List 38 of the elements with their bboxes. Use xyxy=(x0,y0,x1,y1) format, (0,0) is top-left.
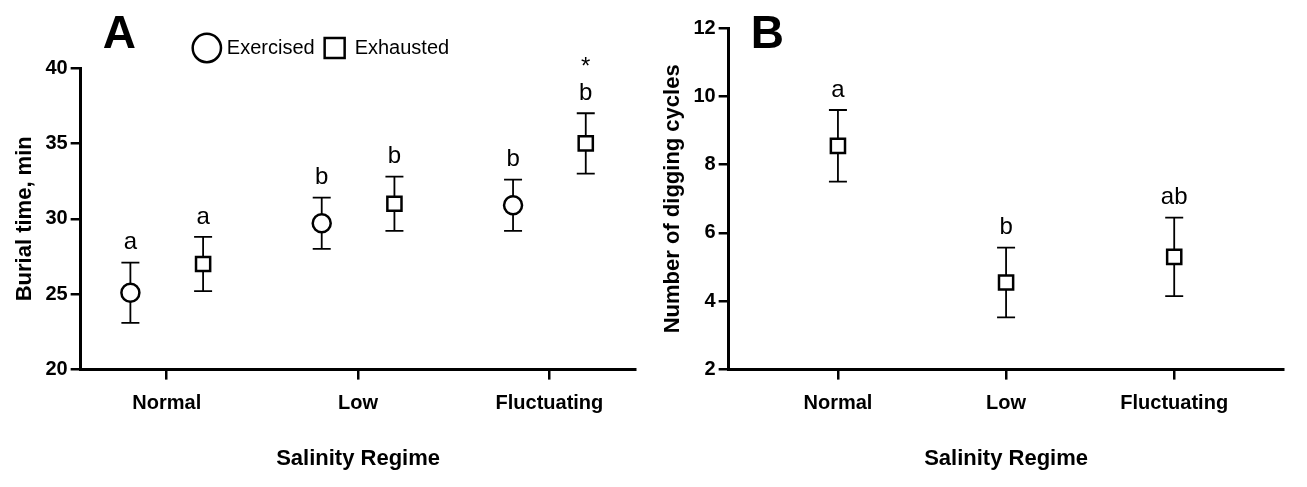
data-label: b xyxy=(999,212,1013,240)
data-label: b xyxy=(579,77,593,105)
y-tick-label: 4 xyxy=(704,288,717,311)
x-tick-label: Fluctuating xyxy=(1120,391,1229,414)
data-label: a xyxy=(831,74,846,102)
y-tick-label: 35 xyxy=(45,130,68,153)
y-tick-label: 12 xyxy=(693,15,716,38)
y-axis-title: Burial time, min xyxy=(11,136,37,302)
data-label: b xyxy=(315,162,329,190)
data-label: b xyxy=(506,144,520,172)
x-tick-label: Fluctuating xyxy=(495,391,604,414)
x-tick-label: Low xyxy=(986,391,1027,414)
chart-title: B xyxy=(750,5,784,58)
legend-label: Exhausted xyxy=(354,35,450,58)
x-tick-label: Normal xyxy=(803,391,873,414)
y-tick-label: 10 xyxy=(693,83,716,106)
x-axis-title: Salinity Regime xyxy=(924,444,1088,470)
data-label: b xyxy=(387,141,402,169)
chart-title: A xyxy=(102,5,136,58)
data-label: a xyxy=(196,201,211,229)
point xyxy=(829,137,847,155)
y-tick-label: 20 xyxy=(45,357,68,380)
data-label: ab xyxy=(1160,182,1188,210)
legend-label: Exercised xyxy=(226,35,315,58)
y-tick-label: 2 xyxy=(704,357,716,380)
y-axis-title: Number of digging cycles xyxy=(659,64,685,334)
point xyxy=(997,274,1015,291)
y-tick-label: 40 xyxy=(45,55,68,78)
y-tick-label: 30 xyxy=(45,206,68,229)
y-tick-label: 6 xyxy=(704,220,716,243)
x-axis-title: Salinity Regime xyxy=(276,444,440,470)
annotation: * xyxy=(581,51,591,79)
data-label: a xyxy=(123,227,138,255)
point xyxy=(1165,248,1183,266)
y-tick-label: 25 xyxy=(45,281,68,304)
x-tick-label: Low xyxy=(338,391,379,414)
x-tick-label: Normal xyxy=(132,391,202,414)
y-tick-label: 8 xyxy=(704,152,716,175)
